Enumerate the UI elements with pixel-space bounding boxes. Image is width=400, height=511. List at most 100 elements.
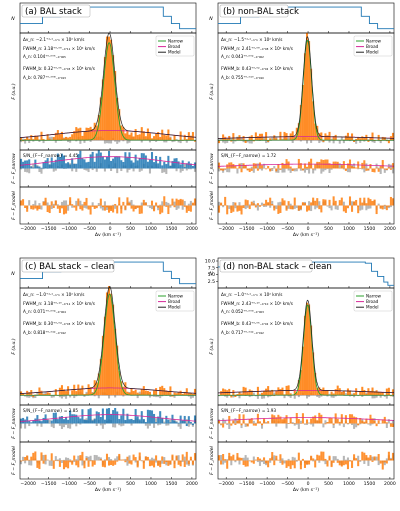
noise-bar xyxy=(181,205,184,210)
resid-bar xyxy=(54,159,57,169)
resid-bar xyxy=(122,161,125,169)
resid-bar xyxy=(281,198,284,206)
noise-bar xyxy=(234,418,237,424)
resid-bar xyxy=(52,162,55,169)
resid-bar xyxy=(275,455,278,461)
resid-bar xyxy=(93,419,96,424)
noise-bar xyxy=(244,423,247,427)
noise-bar xyxy=(26,168,29,173)
resid-bar xyxy=(79,205,82,210)
noise-bar xyxy=(314,168,317,171)
flux-bar xyxy=(314,372,317,396)
resid-bar xyxy=(30,456,33,461)
noise-bar xyxy=(101,205,104,211)
resid-bar xyxy=(120,415,123,424)
resid-bar xyxy=(269,168,272,172)
flux-bar xyxy=(363,389,366,396)
resid-bar xyxy=(361,420,364,424)
flux-bar xyxy=(244,140,247,143)
flux-bar xyxy=(148,133,151,141)
flux-bar xyxy=(146,128,149,141)
noise-bar xyxy=(246,140,249,143)
flux-bar xyxy=(306,302,309,396)
resid-bar xyxy=(353,416,356,424)
noise-bar xyxy=(293,457,296,461)
noise-bar xyxy=(258,204,261,206)
noise-bar xyxy=(369,423,372,426)
snr-label: S/N_{F−F_narrow} = 1.93 xyxy=(221,408,276,413)
resid-bar xyxy=(138,158,141,169)
noise-bar xyxy=(363,423,366,425)
noise-bar xyxy=(83,395,86,397)
noise-bar xyxy=(28,395,31,398)
resid-bar xyxy=(81,158,84,169)
resid-bar xyxy=(318,161,321,169)
noise-bar xyxy=(281,458,284,461)
resid-bar xyxy=(346,422,349,424)
noise-bar xyxy=(138,391,141,396)
noise-bar xyxy=(238,202,241,206)
noise-bar xyxy=(316,205,319,208)
resid-bar xyxy=(306,419,309,424)
x-tick-label: −1000 xyxy=(61,226,77,232)
flux-bar xyxy=(83,394,86,396)
resid-bar xyxy=(322,199,325,206)
resid-bar xyxy=(248,205,251,210)
resid-bar xyxy=(22,199,25,206)
noise-bar xyxy=(75,423,78,427)
resid-bar xyxy=(150,152,154,169)
noise-bar xyxy=(326,395,329,397)
resid-bar xyxy=(338,200,341,206)
resid-bar xyxy=(77,154,80,169)
x-tick-label: −500 xyxy=(281,226,294,232)
noise-bar xyxy=(263,163,266,169)
noise-bar xyxy=(256,205,259,211)
noise-bar xyxy=(273,166,276,169)
resid-bar xyxy=(185,451,188,461)
noise-bar xyxy=(324,420,327,424)
resid-bar xyxy=(67,162,70,169)
noise-bar xyxy=(291,456,294,461)
resid-bar xyxy=(332,161,335,169)
flux-bar xyxy=(189,393,192,396)
noise-bar xyxy=(230,138,233,141)
fit-parameter: FWHM_b: 0.30⁺⁰·⁰⁴₋₀·₀₃ × 10⁴ km/s xyxy=(23,321,95,326)
panel-title: (d) non-BAL stack – clean xyxy=(223,262,332,272)
noise-bar xyxy=(346,457,349,461)
noise-bar xyxy=(375,163,378,169)
fit-parameter: FWHM_n: 3.18⁺⁰·⁰⁹₋₀·₁₁ × 10² km/s xyxy=(23,46,95,51)
flux-bar xyxy=(24,138,27,141)
noise-bar xyxy=(218,168,221,172)
resid-bar xyxy=(163,422,166,424)
resid-bar xyxy=(40,452,43,461)
resid-bar xyxy=(24,456,27,461)
noise-bar xyxy=(351,423,354,426)
noise-bar xyxy=(95,168,98,172)
noise-bar xyxy=(232,202,235,206)
flux-ylabel: F (a.u.) xyxy=(11,83,17,100)
resid-bar xyxy=(87,161,90,169)
noise-bar xyxy=(189,423,192,425)
x-tick-label: 0 xyxy=(109,226,112,232)
flux-bar xyxy=(175,393,178,396)
noise-bar xyxy=(285,423,288,429)
resid-bar xyxy=(359,197,362,206)
resid-bar xyxy=(232,205,235,212)
resid-bar xyxy=(226,460,229,469)
noise-bar xyxy=(122,395,125,397)
noise-bar xyxy=(297,395,300,398)
noise-bar xyxy=(222,140,225,143)
noise-bar xyxy=(348,459,352,461)
model-curve xyxy=(20,286,197,394)
noise-bar xyxy=(185,140,188,143)
noise-bar xyxy=(293,423,296,426)
resid-bar xyxy=(287,161,290,169)
resid-bar xyxy=(254,163,257,169)
resid-bar xyxy=(295,459,298,461)
resid-bar xyxy=(224,459,227,461)
noise-bar xyxy=(287,395,290,397)
noise-bar xyxy=(258,393,261,396)
noise-bar xyxy=(308,395,311,397)
